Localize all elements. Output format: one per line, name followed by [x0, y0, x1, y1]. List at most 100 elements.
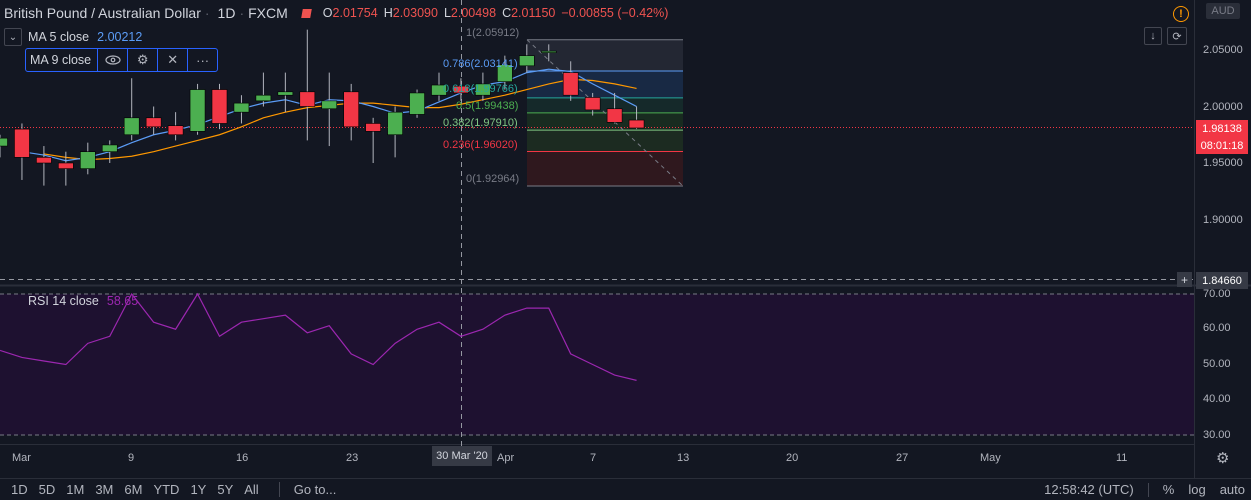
close-value: 2.01150	[511, 6, 556, 20]
candle-body	[145, 117, 162, 128]
fib-label: 0.5(1.99438)	[456, 100, 519, 112]
interval-label[interactable]: 1D	[217, 5, 236, 21]
candle-body	[123, 117, 140, 136]
utc-clock[interactable]: 12:58:42 (UTC)	[1044, 482, 1134, 497]
candle-body	[189, 89, 206, 132]
candle-body	[80, 151, 96, 169]
timeframe-6m[interactable]: 6M	[124, 482, 143, 497]
add-alert-plus-icon[interactable]: +	[1177, 272, 1192, 287]
more-options-icon[interactable]: ···	[187, 49, 217, 71]
fib-label: 0.236(1.96020)	[443, 139, 518, 151]
auto-toggle[interactable]: auto	[1219, 482, 1245, 497]
time-label: 9	[128, 452, 135, 464]
bottom-toolbar: 1D 5D 1M 3M 6M YTD 1Y 5Y All Go to... 12…	[0, 478, 1251, 500]
ma9-name: MA 9 close	[30, 53, 92, 67]
candle-body	[255, 94, 272, 102]
rsi-tick: 40.00	[1203, 393, 1231, 405]
candle-body	[167, 125, 184, 136]
close-label: C	[502, 6, 512, 20]
time-label: 16	[236, 452, 249, 464]
candle-body	[36, 157, 52, 164]
time-label: 11	[1116, 452, 1128, 464]
open-value: 2.01754	[332, 6, 378, 20]
symbol-legend: British Pound / Australian Dollar · 1D ·…	[4, 5, 669, 21]
high-label: H	[383, 6, 393, 20]
rsi-legend[interactable]: RSI 14 close 58.65	[4, 294, 138, 308]
candle-body	[233, 102, 250, 113]
ma9-line	[43, 78, 637, 161]
timeframe-5y[interactable]: 5Y	[217, 482, 234, 497]
price-tick: 1.95000	[1203, 157, 1243, 169]
candle-body	[584, 97, 601, 111]
crosshair-price-tag: 1.84660	[1196, 272, 1248, 289]
candle-body	[606, 108, 623, 123]
timeframe-5d[interactable]: 5D	[38, 482, 56, 497]
candle-body	[277, 91, 294, 96]
open-label: O	[322, 6, 333, 20]
time-label: 23	[346, 452, 359, 464]
candle-body	[628, 119, 645, 129]
candle-body	[540, 50, 557, 53]
fib-zone	[527, 39, 683, 72]
rsi-line	[0, 292, 637, 381]
rsi-tick: 60.00	[1203, 322, 1231, 334]
reset-view-button[interactable]: ⟳	[1167, 27, 1187, 45]
timeframe-1y[interactable]: 1Y	[190, 482, 207, 497]
candle-body	[497, 64, 513, 82]
ma9-legend[interactable]: MA 9 close ⚙ ✕ ···	[25, 48, 219, 72]
remove-x-icon[interactable]: ✕	[157, 49, 187, 71]
collapse-legend-icon[interactable]: ⌄	[4, 28, 22, 46]
candle-body	[58, 162, 74, 169]
fib-zone	[527, 97, 683, 113]
market-closed-icon	[301, 8, 312, 18]
exchange-label: FXCM	[248, 5, 288, 21]
eye-icon[interactable]	[97, 49, 127, 71]
fib-zone	[527, 130, 683, 152]
time-label: 7	[590, 452, 597, 464]
divider	[1147, 482, 1149, 497]
fib-zone	[527, 71, 683, 98]
percent-toggle[interactable]: %	[1162, 482, 1175, 497]
rsi-band	[0, 294, 1194, 435]
time-label: Mar	[12, 452, 31, 464]
candle-body	[409, 92, 425, 115]
fib-label: 0.618(1.99766)	[443, 83, 518, 95]
fib-label: 0.786(2.03141)	[443, 58, 518, 70]
ma5-name: MA 5 close	[28, 30, 90, 44]
rsi-value: 58.65	[106, 294, 139, 308]
price-tick: 1.90000	[1203, 214, 1243, 226]
price-tick: 2.05000	[1203, 44, 1243, 56]
candle-body	[365, 123, 381, 132]
fib-zone	[527, 151, 683, 187]
candle-body	[211, 89, 228, 124]
log-toggle[interactable]: log	[1188, 482, 1206, 497]
time-label: Apr	[497, 452, 515, 464]
time-label: 13	[677, 452, 690, 464]
fib-trend-line	[526, 39, 684, 187]
candle-body	[453, 85, 469, 94]
ma5-legend[interactable]: ⌄ MA 5 close 2.00212	[4, 28, 142, 46]
timeframe-ytd[interactable]: YTD	[153, 482, 180, 497]
candle-body	[321, 100, 338, 110]
goto-button[interactable]: Go to...	[278, 482, 336, 497]
timeframe-3m[interactable]: 3M	[95, 482, 114, 497]
warning-icon[interactable]: !	[1173, 6, 1189, 22]
low-label: L	[443, 6, 451, 20]
candle-body	[101, 144, 118, 152]
fib-label: 0.382(1.97910)	[443, 117, 518, 129]
timeframe-all[interactable]: All	[244, 482, 259, 497]
price-tick: 2.00000	[1203, 101, 1243, 113]
timeframe-1m[interactable]: 1M	[66, 482, 85, 497]
time-label: 20	[786, 452, 799, 464]
rsi-tick: 70.00	[1203, 288, 1231, 300]
currency-badge: AUD	[1206, 3, 1240, 19]
candle-body	[518, 55, 535, 67]
time-label: 27	[896, 452, 909, 464]
timeframe-1d[interactable]: 1D	[11, 482, 28, 497]
settings-gear-icon[interactable]: ⚙	[127, 49, 157, 71]
scroll-down-button[interactable]: ↓	[1144, 27, 1162, 45]
symbol-title[interactable]: British Pound / Australian Dollar	[4, 5, 201, 21]
axis-settings-gear-icon[interactable]: ⚙	[1216, 450, 1230, 467]
